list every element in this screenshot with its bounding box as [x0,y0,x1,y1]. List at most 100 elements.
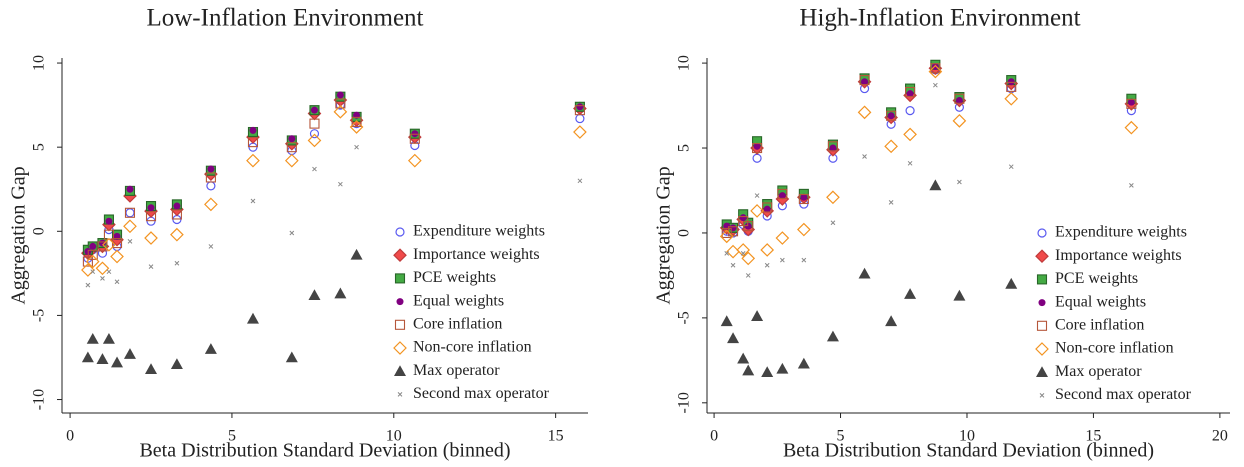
x-tick-label: 10 [959,428,975,445]
point [351,116,362,127]
point [906,90,914,98]
legend-marker [1038,299,1046,307]
legend-label: Non-core inflation [413,339,532,356]
x-tick-label: 5 [837,428,845,445]
point [208,244,214,249]
point [102,332,115,344]
point [954,93,965,104]
y-tick-label: 10 [31,55,48,71]
legend-marker [1039,393,1045,398]
point [730,262,736,268]
point [1129,183,1134,188]
legend-marker [1037,228,1047,238]
point [173,202,181,210]
x-tick-label: 0 [710,428,718,445]
chart-title: High-Inflation Environment [799,5,1080,32]
legend-marker [1036,320,1048,331]
point [740,250,746,256]
point [95,261,110,276]
legend-marker [393,248,407,263]
point [763,205,771,213]
x-tick-label: 15 [1085,428,1101,445]
point [1127,98,1135,106]
point [931,62,939,70]
point [858,267,871,279]
point [905,106,915,116]
point [349,120,364,134]
point [87,249,98,260]
legend-label: PCE weights [1055,270,1138,287]
point [721,227,732,239]
point [885,315,898,327]
point [105,217,113,225]
point [174,260,180,266]
y-tick-label: 10 [676,55,693,71]
point [888,200,894,205]
point [1124,120,1139,135]
legend-label: Importance weights [1055,247,1182,264]
point [776,362,789,374]
point [110,249,124,264]
point [96,353,109,364]
point [284,153,299,168]
point [737,352,750,364]
point [745,273,751,278]
legend-label: Core inflation [1055,316,1144,333]
legend-marker [396,298,404,306]
point [575,113,585,124]
point [736,243,751,257]
point [930,63,941,74]
point [1008,164,1014,170]
point [577,178,583,184]
legend-label: Equal weights [413,292,504,309]
point [124,207,136,218]
point [1005,277,1018,289]
point [205,172,216,183]
point [145,363,158,375]
point [720,315,733,327]
point [801,257,807,263]
point [576,103,584,111]
y-tick-label: -5 [676,311,693,324]
y-tick-label: 0 [676,229,693,237]
legend-marker [1035,249,1049,264]
point [933,82,938,88]
point [797,357,810,369]
point [777,188,788,199]
point [953,289,966,301]
point [333,104,348,119]
point [409,133,420,144]
point [170,358,183,370]
point [85,282,91,288]
point [338,181,343,187]
point [1126,98,1137,109]
point [407,153,422,168]
point [754,193,760,198]
point [307,133,322,148]
legend-label: Importance weights [413,246,540,263]
point [308,289,321,301]
x-tick-label: 10 [386,428,402,445]
point [761,366,774,378]
legend-marker [395,227,405,237]
point [905,86,916,98]
point [780,257,785,263]
point [246,153,260,168]
legend-marker [1036,366,1048,377]
point [862,154,867,159]
point [797,222,811,237]
point [762,202,773,213]
point [800,193,808,201]
point [89,242,97,250]
point [727,226,739,237]
point [798,193,809,205]
y-axis-title: Aggregation Gap [8,166,30,304]
legend-label: Second max operator [413,385,550,402]
legend-marker [394,273,406,284]
point [335,98,346,109]
point [86,332,99,344]
point [289,230,295,236]
point [857,105,872,120]
legend-marker [1035,342,1049,356]
